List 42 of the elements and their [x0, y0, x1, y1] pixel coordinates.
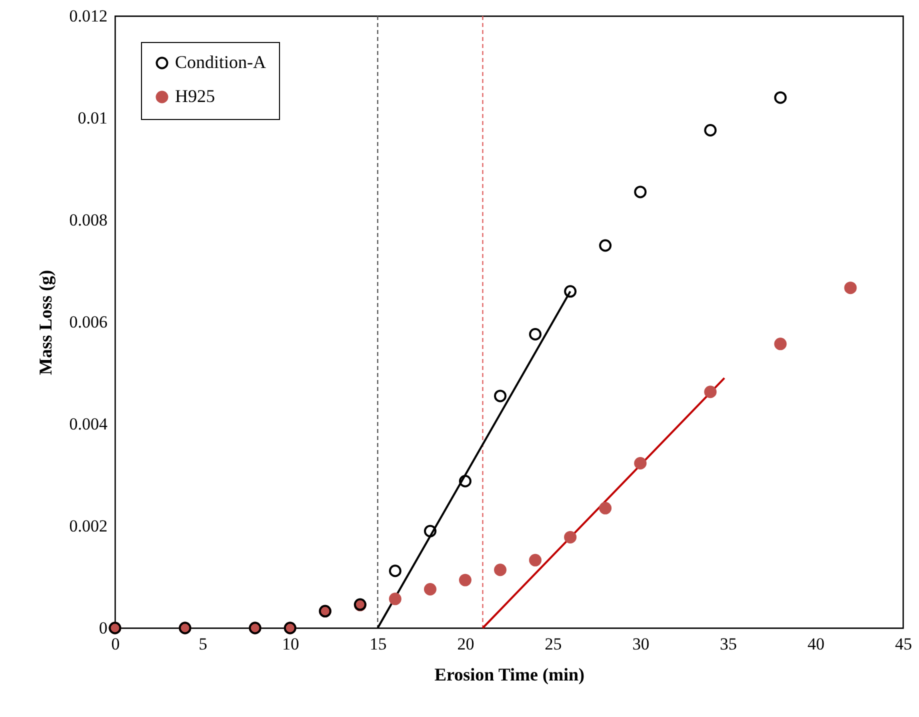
point [634, 457, 647, 470]
x-tick-label: 5 [198, 634, 208, 654]
y-tick-label: 0.004 [69, 414, 108, 434]
point [388, 564, 402, 578]
x-tick-label: 40 [807, 634, 824, 654]
point [774, 338, 787, 350]
point [388, 592, 402, 606]
legend-label: H925 [175, 86, 215, 106]
y-tick-label: 0.012 [69, 6, 108, 26]
y-tick-label: 0.008 [69, 210, 108, 230]
point [564, 285, 577, 298]
point [599, 239, 612, 252]
y-tick-label: 0.01 [78, 108, 108, 128]
point [424, 583, 436, 596]
x-tick-label: 30 [632, 634, 650, 654]
point [774, 91, 787, 104]
point [529, 554, 542, 566]
point [634, 186, 647, 198]
x-tick-label: 35 [720, 634, 737, 654]
x-axis-title: Erosion Time (min) [434, 664, 585, 684]
x-tick-label: 20 [457, 634, 474, 654]
point [458, 574, 472, 586]
point [494, 564, 506, 576]
point [494, 390, 506, 402]
x-tick-label: 25 [544, 634, 562, 654]
y-tick-label: 0.002 [69, 516, 108, 536]
y-axis-title: Mass Loss (g) [35, 270, 56, 376]
legend-label: Condition-A [175, 52, 266, 72]
x-tick-label: 10 [282, 634, 300, 654]
y-tick-label: 0 [99, 618, 108, 638]
point [529, 328, 542, 340]
point [704, 386, 717, 398]
point [844, 282, 857, 294]
y-tick-label: 0.006 [69, 312, 108, 332]
x-tick-label: 15 [370, 634, 387, 654]
point [704, 124, 717, 136]
point [424, 524, 436, 538]
x-tick-label: 45 [895, 634, 912, 654]
point [599, 502, 612, 514]
point [458, 474, 472, 488]
x-tick-label: 0 [111, 634, 120, 654]
point [564, 530, 577, 544]
